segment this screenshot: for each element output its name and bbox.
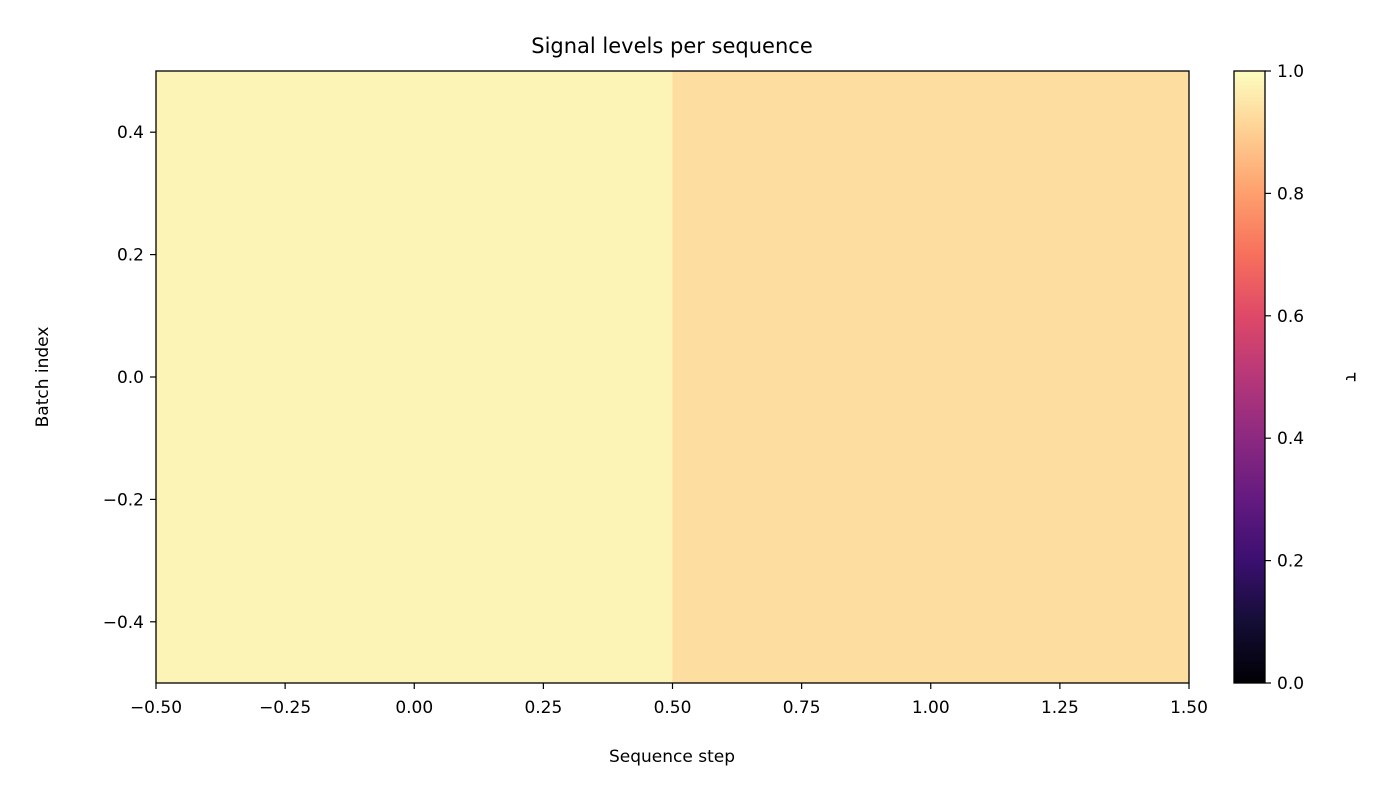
x-tick-label: −0.50	[130, 698, 182, 718]
x-tick-label: 0.25	[524, 698, 562, 718]
colorbar-tick-label: 0.0	[1277, 674, 1304, 694]
x-tick-label: 0.00	[395, 698, 433, 718]
heatmap-cells	[156, 71, 1189, 683]
chart-title: Signal levels per sequence	[531, 34, 813, 58]
colorbar-tick-label: 0.8	[1277, 184, 1304, 204]
x-tick-label: 1.00	[912, 698, 950, 718]
colorbar-tick-label: 0.4	[1277, 429, 1304, 449]
x-axis-ticks: −0.50 −0.25 0.00 0.25 0.50 0.75 1.00 1.25 1.50	[130, 683, 1208, 718]
x-tick-label: 0.75	[783, 698, 821, 718]
x-tick-label: 1.25	[1041, 698, 1079, 718]
y-tick-label: −0.4	[103, 613, 144, 633]
colorbar	[1233, 70, 1266, 684]
y-tick-label: 0.0	[117, 368, 144, 388]
x-tick-label: −0.25	[259, 698, 311, 718]
y-axis-ticks: 0.4 0.2 0.0 −0.2 −0.4	[103, 123, 156, 633]
heatmap-cell-1	[672, 71, 1189, 683]
colorbar-tick-label: 0.6	[1277, 307, 1304, 327]
x-tick-label: 1.50	[1170, 698, 1208, 718]
y-tick-label: −0.2	[103, 490, 144, 510]
colorbar-label: τ	[1341, 372, 1361, 382]
x-axis-label: Sequence step	[609, 747, 735, 767]
colorbar-ticks: 0.0 0.2 0.4 0.6 0.8 1.0	[1265, 62, 1304, 694]
colorbar-tick-label: 1.0	[1277, 62, 1304, 82]
y-tick-label: 0.2	[117, 246, 144, 266]
y-tick-label: 0.4	[117, 123, 144, 143]
y-axis-label: Batch index	[33, 327, 53, 428]
heatmap-cell-0	[156, 71, 673, 683]
x-tick-label: 0.50	[654, 698, 692, 718]
colorbar-tick-label: 0.2	[1277, 552, 1304, 572]
